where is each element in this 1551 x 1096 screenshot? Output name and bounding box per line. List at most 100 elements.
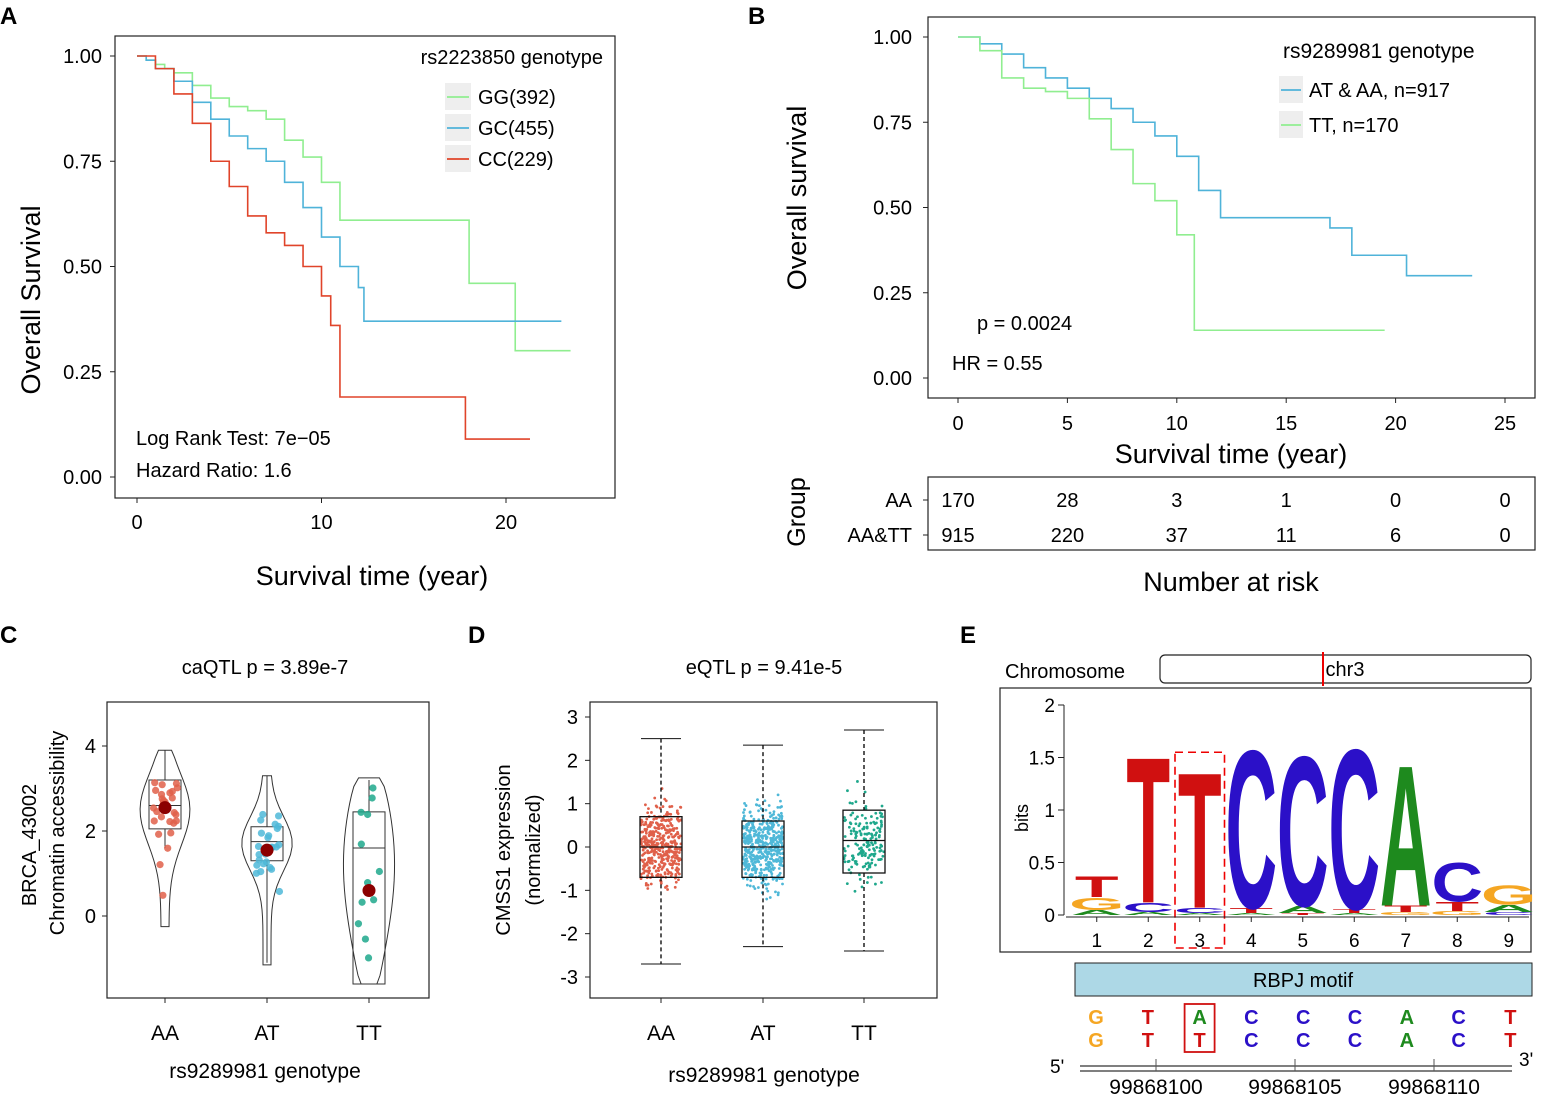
panel-d-point [843,860,847,864]
panel-d-point [655,838,659,842]
panel-d-point [675,817,679,821]
panel-d-point [862,843,866,847]
panel-d-point [649,882,653,886]
panel-d-point [764,858,768,862]
panel-d-point [858,873,861,877]
panel-d-point [745,883,749,887]
panel-e-logo-letter: T [1384,904,1428,914]
panel-d-point [753,887,757,890]
panel-b-legend-label: AT & AA, n=917 [1309,80,1450,102]
panel-a-y-tick-label: 0.50 [63,257,102,279]
panel-e-seq-alt-base: T [1193,1030,1205,1052]
panel-d-point [870,841,873,845]
panel-d-point [742,855,745,859]
panel-b-risk-cell: 37 [1166,525,1188,547]
panel-a-legend-title: rs2223850 genotype [421,47,603,69]
panel-a-series [137,55,571,440]
panel-d-point [675,809,679,813]
panel-d-point [652,866,656,870]
panel-d-point [666,859,670,863]
panel-d-y-tick-label: 0 [567,837,578,859]
panel-d-point [860,848,864,852]
panel-d-point [772,833,776,837]
panel-c-point [158,795,166,803]
panel-d-point [654,829,658,833]
panel-d-point [854,817,858,821]
panel-d-point [662,826,666,830]
panel-d-point [656,834,659,838]
panel-d-point [676,856,680,860]
panel-d-point [669,840,673,844]
panel-b-y-axis-label: Overall survival [782,106,812,291]
panel-d-point [779,811,783,815]
panel-e-logo-letter: A [1277,904,1329,915]
panel-d-point [657,869,661,873]
panel-d-point [764,877,768,881]
panel-d-point [766,882,770,886]
panel-d-point [673,885,677,889]
panel-d-point [758,871,762,875]
panel-d-point [759,873,763,877]
panel-b-legend-title: rs9289981 genotype [1283,40,1475,63]
panel-b-risk-cell: 0 [1499,490,1510,512]
panel-d-point [864,862,868,866]
panel-b-x-axis-label: Survival time (year) [1115,439,1348,469]
panel-d-point [858,822,862,826]
panel-c-point [257,867,265,876]
panel-d-point [766,830,770,834]
panel-d-point [765,887,769,891]
panel-d-y-tick-label: -2 [560,924,578,946]
panel-d-point [660,857,664,860]
panel-d-point [674,873,678,876]
panel-d-point [762,854,766,858]
panel-d-point [651,844,654,847]
panel-d-point [779,835,783,839]
panel-d-point [753,865,757,869]
panel-d-point [650,861,654,865]
panel-d-point [780,817,784,821]
panel-a-y-axis-label: Overall Survival [16,205,46,394]
panel-d-point [744,872,748,875]
panel-d-point [743,853,747,857]
panel-e-seq-alt-base: C [1451,1030,1465,1052]
panel-d-point [864,804,868,808]
panel-a-series-line [137,55,571,352]
panel-d-point [747,838,751,841]
panel-d-point [752,829,756,833]
panel-c-point [166,789,174,797]
panel-d-point [872,820,876,824]
panel-d-point [777,823,780,827]
panel-d-point [671,835,674,839]
panel-d-point [776,893,780,897]
panel-d-point [754,871,758,875]
panel-c-point [172,779,181,788]
panel-d-point [779,858,783,861]
panel-d-point [660,819,664,823]
panel-d-x-tick-label: AA [647,1022,675,1045]
panel-c-y-axis-label-1: BRCA_43002 [19,784,41,906]
panel-d-point [745,857,749,861]
panel-b-hr-text: HR = 0.55 [952,353,1043,375]
panel-c-point [156,861,164,869]
panel-d-point [776,891,780,895]
panel-c-x-tick-label: TT [356,1022,382,1045]
panel-d-point [645,817,649,821]
panel-d-point [850,854,854,858]
panel-d-point [773,830,776,834]
panel-c-point [370,896,378,904]
panel-d-point [769,837,773,841]
panel-e-position-label: 9 [1503,931,1514,952]
panel-d-point [670,859,673,862]
panel-b-risk-cell: 915 [941,525,974,547]
panel-e-strand-3: 3' [1519,1050,1533,1071]
panel-c-point [259,810,267,819]
panel-d-point [674,880,678,884]
panel-d-point [866,875,870,879]
panel-d-point [743,802,746,805]
panel-d-y-tick-label: 3 [567,707,578,729]
panel-d-point [766,867,770,871]
panel-d-point [647,834,651,838]
panel-d-point [765,821,769,825]
panel-d-point [752,817,756,821]
panel-d-point [760,881,764,885]
